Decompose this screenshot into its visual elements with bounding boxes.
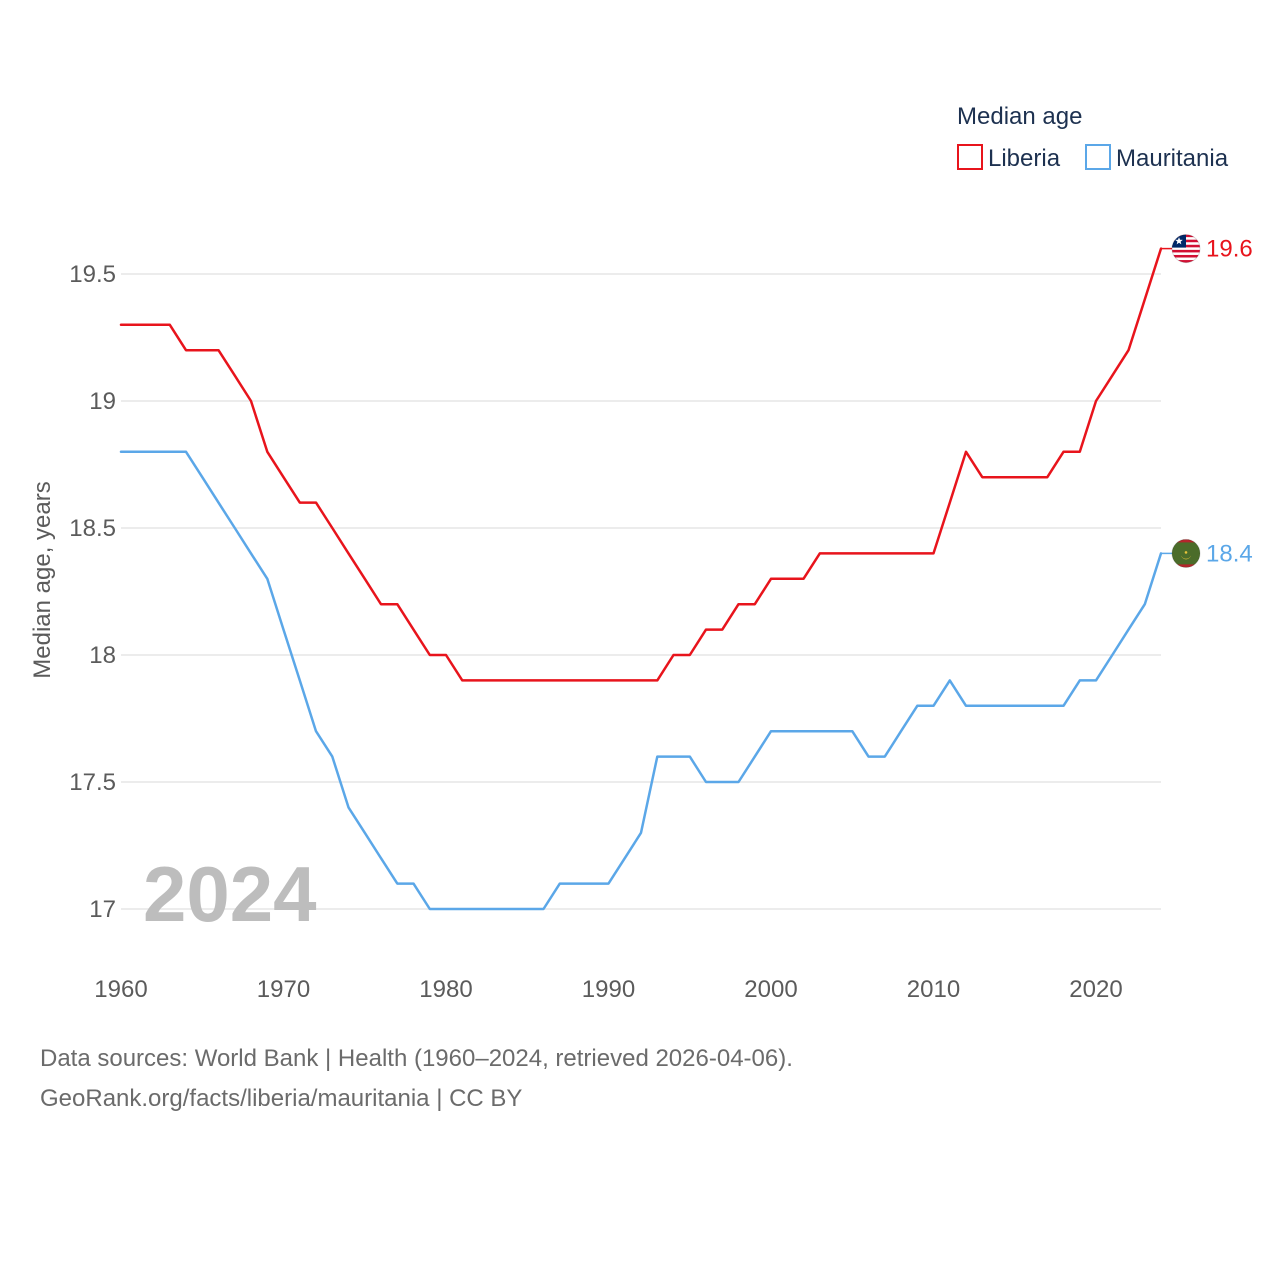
- end-value-label-liberia: 19.6: [1206, 236, 1253, 263]
- legend-swatch-mauritania: [1085, 144, 1111, 170]
- legend-title: Median age: [957, 103, 1082, 130]
- y-tick-label: 18: [89, 642, 116, 669]
- footer-attribution: GeoRank.org/facts/liberia/mauritania | C…: [40, 1085, 523, 1112]
- gridlines: [121, 273, 1161, 910]
- x-tick-label: 2020: [1069, 976, 1122, 1003]
- liberia-flag-icon: [1171, 234, 1201, 264]
- series-line-mauritania: [119, 450, 1163, 911]
- legend-item-mauritania[interactable]: Mauritania: [1085, 144, 1229, 172]
- series-end-markers: 19.6 18.4: [1161, 234, 1253, 568]
- x-tick-label: 2010: [907, 976, 960, 1003]
- x-tick-label: 1970: [257, 976, 310, 1003]
- y-tick-label: 17: [89, 896, 116, 923]
- y-tick-label: 18.5: [69, 515, 116, 542]
- x-tick-label: 1960: [94, 976, 147, 1003]
- x-tick-label: 1990: [582, 976, 635, 1003]
- y-tick-label: 17.5: [69, 769, 116, 796]
- y-axis-title: Median age, years: [29, 481, 56, 678]
- x-tick-label: 2000: [744, 976, 797, 1003]
- legend-item-liberia[interactable]: Liberia: [957, 144, 1061, 172]
- y-tick-label: 19.5: [69, 261, 116, 288]
- legend-label-mauritania: Mauritania: [1116, 145, 1229, 172]
- end-value-label-mauritania: 18.4: [1206, 540, 1253, 567]
- footer-sources: Data sources: World Bank | Health (1960–…: [40, 1045, 793, 1072]
- legend-swatch-liberia: [957, 144, 983, 170]
- y-tick-label: 19: [89, 388, 116, 415]
- x-tick-label: 1980: [419, 976, 472, 1003]
- legend-label-liberia: Liberia: [988, 145, 1061, 172]
- x-axis-ticks: 1960 1970 1980 1990 2000 2010 2020: [94, 976, 1122, 1003]
- y-axis-ticks: 17 17.5 18 18.5 19 19.5: [69, 261, 116, 923]
- series-line-liberia: [119, 247, 1163, 682]
- legend: Median age Liberia Mauritania: [957, 103, 1229, 172]
- year-watermark: 2024: [143, 850, 317, 938]
- series-lines: [119, 247, 1163, 911]
- mauritania-flag-icon: [1171, 538, 1201, 568]
